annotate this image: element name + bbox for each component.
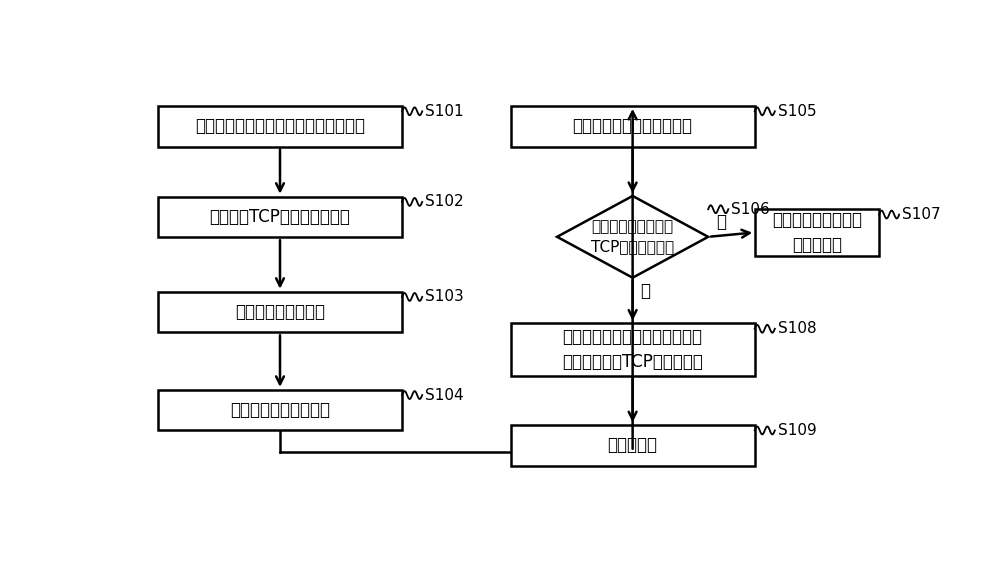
Text: 是: 是 <box>716 212 726 231</box>
Bar <box>158 197 402 237</box>
Text: S103: S103 <box>425 289 464 304</box>
Text: 对未分类的数据包打上默认标签
并提取待分类TCP流的包特征: 对未分类的数据包打上默认标签 并提取待分类TCP流的包特征 <box>562 328 703 371</box>
Text: S107: S107 <box>902 207 941 222</box>
Text: S109: S109 <box>778 423 817 438</box>
Text: 建立决策树分类模型: 建立决策树分类模型 <box>235 303 325 321</box>
Text: 对待分类的数据包进行分流: 对待分类的数据包进行分流 <box>573 117 693 135</box>
Text: 对决策树进行结构转换: 对决策树进行结构转换 <box>230 401 330 419</box>
Bar <box>158 390 402 430</box>
Text: 对已分类的数据包打
上正确标签: 对已分类的数据包打 上正确标签 <box>772 211 862 254</box>
Text: S104: S104 <box>425 387 464 402</box>
Bar <box>511 324 755 375</box>
Polygon shape <box>557 196 708 278</box>
Bar <box>158 106 402 147</box>
Text: 否: 否 <box>640 282 650 300</box>
Bar <box>755 209 879 255</box>
Text: 判断该数据包所属的
TCP流是否已分类: 判断该数据包所属的 TCP流是否已分类 <box>591 219 674 254</box>
Bar <box>511 425 755 466</box>
Text: 前期流量数据的采集、分流及手工分类: 前期流量数据的采集、分流及手工分类 <box>195 117 365 135</box>
Text: 提取前期TCP流集合的包特征: 提取前期TCP流集合的包特征 <box>210 208 350 226</box>
Text: S102: S102 <box>425 195 464 210</box>
Text: S106: S106 <box>731 201 770 217</box>
Text: S108: S108 <box>778 321 817 336</box>
Bar <box>511 106 755 147</box>
Text: 决策树查找: 决策树查找 <box>608 436 658 455</box>
Bar <box>158 292 402 332</box>
Text: S105: S105 <box>778 104 817 119</box>
Text: S101: S101 <box>425 104 464 119</box>
